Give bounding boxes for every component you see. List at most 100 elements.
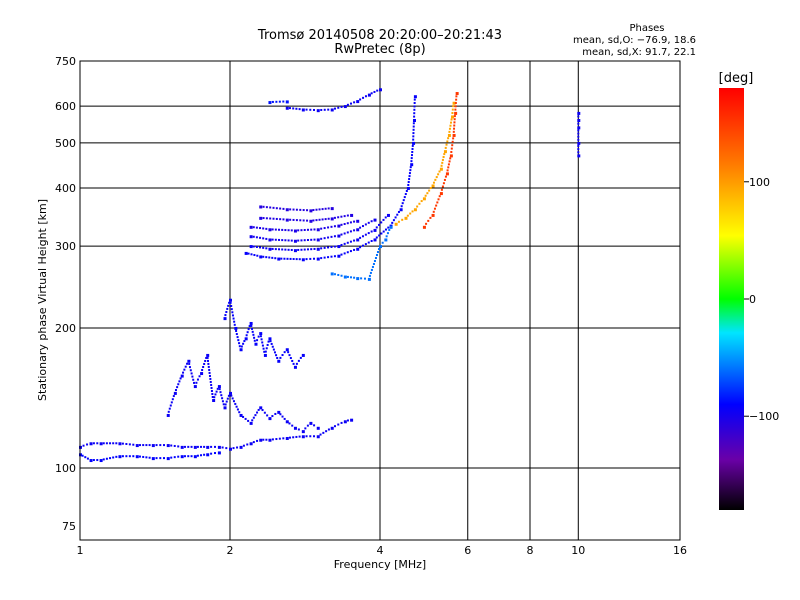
data-point <box>213 396 216 399</box>
data-point <box>364 95 367 98</box>
data-point <box>193 381 196 384</box>
data-point <box>412 132 415 135</box>
data-point <box>306 219 309 222</box>
plot-frame <box>79 60 681 541</box>
data-point <box>450 150 453 153</box>
data-point <box>361 244 364 247</box>
data-point <box>403 196 406 199</box>
data-point <box>310 238 313 241</box>
phases-title: Phases <box>629 23 664 34</box>
data-point <box>377 248 380 251</box>
colorbar-ticks: 100 0 −100 <box>744 176 779 423</box>
data-point <box>305 108 308 111</box>
data-point <box>109 457 112 460</box>
data-point <box>438 170 441 173</box>
data-point <box>265 247 268 250</box>
phases-x-stats: mean, sd,X: 91.7, 22.1 <box>582 47 696 58</box>
data-point <box>428 189 431 192</box>
data-point <box>370 268 373 271</box>
data-point <box>262 255 265 258</box>
data-point <box>316 109 320 113</box>
data-point <box>289 208 292 211</box>
data-point <box>300 229 303 232</box>
data-point <box>217 385 221 389</box>
data-point <box>109 442 112 445</box>
data-point <box>411 210 414 213</box>
data-point <box>330 255 333 258</box>
data-point <box>262 438 265 441</box>
data-point <box>451 112 454 115</box>
data-point <box>368 274 371 277</box>
data-point <box>302 219 305 222</box>
data-point <box>306 248 309 251</box>
data-point <box>350 276 353 279</box>
data-point <box>435 204 438 207</box>
data-point <box>301 258 305 262</box>
data-point <box>180 445 184 449</box>
data-point <box>346 251 349 254</box>
data-point <box>369 271 372 274</box>
data-point <box>333 107 336 110</box>
data-point <box>407 183 410 186</box>
data-point <box>282 100 285 103</box>
data-point <box>340 223 343 226</box>
y-tick-label: 750 <box>55 55 76 68</box>
data-point <box>148 444 151 447</box>
data-point <box>356 277 360 281</box>
data-point <box>210 445 213 448</box>
data-point <box>248 325 251 328</box>
data-point <box>410 157 413 160</box>
data-point <box>410 154 413 157</box>
data-point <box>207 365 210 368</box>
data-point <box>155 457 158 460</box>
data-point <box>232 447 235 450</box>
data-point <box>372 262 375 265</box>
data-point <box>286 257 289 260</box>
data-point <box>304 427 307 430</box>
data-point <box>412 141 416 145</box>
data-point <box>297 359 300 362</box>
data-point <box>112 456 115 459</box>
data-point <box>318 208 321 211</box>
data-point <box>238 345 241 348</box>
data-point <box>424 194 427 197</box>
data-point <box>361 235 364 238</box>
data-point <box>235 330 238 333</box>
data-points <box>79 88 581 463</box>
data-point <box>232 317 235 320</box>
data-point <box>221 400 224 403</box>
series-f-trace-5 <box>259 213 354 223</box>
data-point <box>291 424 294 427</box>
data-point <box>251 327 254 330</box>
data-point <box>271 345 274 348</box>
data-point <box>426 192 429 195</box>
data-point <box>190 455 193 458</box>
data-point <box>330 217 334 221</box>
data-point <box>394 216 397 219</box>
data-point <box>289 218 292 221</box>
data-point <box>297 239 300 242</box>
data-point <box>411 147 414 150</box>
data-point <box>236 336 239 339</box>
data-point <box>337 273 340 276</box>
data-point <box>436 201 439 204</box>
data-point <box>397 220 400 223</box>
data-point <box>236 446 239 449</box>
data-point <box>306 239 309 242</box>
data-point <box>292 362 295 365</box>
series-x-trace-inner <box>422 92 459 229</box>
data-point <box>279 207 282 210</box>
data-point <box>151 457 155 461</box>
data-point <box>349 221 352 224</box>
data-point <box>274 412 277 415</box>
data-point <box>385 235 388 238</box>
y-tick-label: 600 <box>55 100 76 113</box>
data-point <box>412 128 415 131</box>
data-point <box>324 207 327 210</box>
data-point <box>349 230 352 233</box>
data-point <box>237 339 240 342</box>
data-point <box>84 456 87 459</box>
data-point <box>265 227 268 230</box>
data-point <box>206 359 209 362</box>
series-f-spread-low <box>223 298 305 369</box>
